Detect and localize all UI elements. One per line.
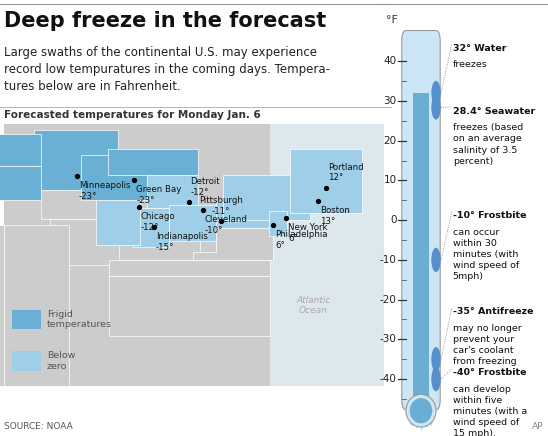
Circle shape (431, 248, 441, 272)
Polygon shape (429, 422, 433, 426)
Text: Portland
12°: Portland 12° (328, 163, 364, 182)
Text: Atlantic
Ocean: Atlantic Ocean (296, 296, 330, 315)
Polygon shape (0, 166, 41, 200)
Text: freezes: freezes (453, 60, 488, 69)
Text: AP: AP (532, 422, 543, 431)
Text: Deep freeze in the forecast: Deep freeze in the forecast (4, 11, 326, 31)
Text: freezes (based
on an average
salinity of 3.5
percent): freezes (based on an average salinity of… (453, 123, 523, 166)
Text: °F: °F (386, 15, 398, 25)
Polygon shape (223, 174, 310, 220)
Text: Forecasted temperatures for Monday Jan. 6: Forecasted temperatures for Monday Jan. … (4, 110, 261, 120)
Text: 20: 20 (384, 136, 397, 146)
Text: 10: 10 (384, 175, 397, 185)
Circle shape (431, 347, 441, 371)
Text: -40° Frostbite: -40° Frostbite (453, 368, 526, 378)
Text: -20: -20 (380, 295, 397, 305)
Polygon shape (133, 208, 169, 247)
Text: New York
6°: New York 6° (288, 223, 328, 243)
Text: -35° Antifreeze: -35° Antifreeze (453, 307, 533, 317)
Bar (12, 310, 41, 329)
Polygon shape (425, 422, 429, 428)
Polygon shape (0, 225, 4, 386)
Text: -40: -40 (380, 374, 397, 384)
Polygon shape (109, 276, 270, 336)
Text: -10° Frostbite: -10° Frostbite (453, 211, 526, 221)
Bar (270, 124, 384, 386)
Text: 30: 30 (384, 96, 397, 106)
Text: can develop
within five
minutes (with a
wind speed of
15 mph).: can develop within five minutes (with a … (453, 385, 527, 436)
Polygon shape (193, 228, 273, 260)
FancyBboxPatch shape (402, 31, 440, 410)
Bar (4, 124, 384, 386)
Circle shape (431, 81, 441, 105)
Text: -10: -10 (380, 255, 397, 265)
Polygon shape (169, 205, 216, 241)
Text: Frigid
temperatures: Frigid temperatures (47, 310, 112, 329)
Text: 40: 40 (384, 56, 397, 66)
Text: Below
zero: Below zero (47, 351, 76, 371)
Text: Indianapolis
-15°: Indianapolis -15° (156, 232, 208, 252)
Polygon shape (119, 234, 201, 260)
Text: Green Bay
-23°: Green Bay -23° (136, 185, 181, 204)
Polygon shape (4, 225, 69, 386)
Text: can occur
within 30
minutes (with
wind speed of
5mph): can occur within 30 minutes (with wind s… (453, 228, 519, 281)
Bar (12, 351, 41, 371)
Polygon shape (147, 174, 198, 208)
Polygon shape (108, 150, 198, 174)
Circle shape (431, 95, 441, 119)
Polygon shape (96, 200, 140, 245)
Polygon shape (0, 134, 41, 166)
Polygon shape (289, 150, 362, 213)
Polygon shape (415, 422, 419, 429)
Polygon shape (216, 202, 278, 228)
Polygon shape (35, 130, 118, 190)
Text: may no longer
prevent your
car's coolant
from freezing: may no longer prevent your car's coolant… (453, 324, 522, 366)
Polygon shape (269, 211, 287, 236)
Text: Detroit
-12°: Detroit -12° (191, 177, 220, 197)
Text: 32° Water: 32° Water (453, 44, 506, 53)
Text: Minneapolis
-23°: Minneapolis -23° (78, 181, 130, 201)
Text: 28.4° Seawater: 28.4° Seawater (453, 107, 535, 116)
Polygon shape (420, 422, 424, 432)
Polygon shape (81, 156, 147, 200)
Polygon shape (409, 422, 414, 426)
Polygon shape (109, 260, 270, 276)
Text: Large swaths of the continental U.S. may experience
record low tempuratures in t: Large swaths of the continental U.S. may… (4, 46, 330, 93)
Text: Cleveland
-10°: Cleveland -10° (204, 215, 248, 235)
Circle shape (431, 367, 441, 391)
Polygon shape (41, 190, 101, 219)
Text: Philadelphia
6°: Philadelphia 6° (275, 230, 328, 250)
Polygon shape (49, 219, 122, 265)
Text: Boston
13°: Boston 13° (319, 206, 350, 226)
Text: Chicago
-12°: Chicago -12° (140, 212, 175, 232)
Text: Pittsburgh
-11°: Pittsburgh -11° (199, 196, 243, 216)
Text: SOURCE: NOAA: SOURCE: NOAA (4, 422, 73, 431)
Text: -30: -30 (380, 334, 397, 344)
Bar (413, 93, 429, 399)
Ellipse shape (406, 394, 436, 427)
Ellipse shape (410, 398, 432, 423)
Text: 0: 0 (390, 215, 397, 225)
